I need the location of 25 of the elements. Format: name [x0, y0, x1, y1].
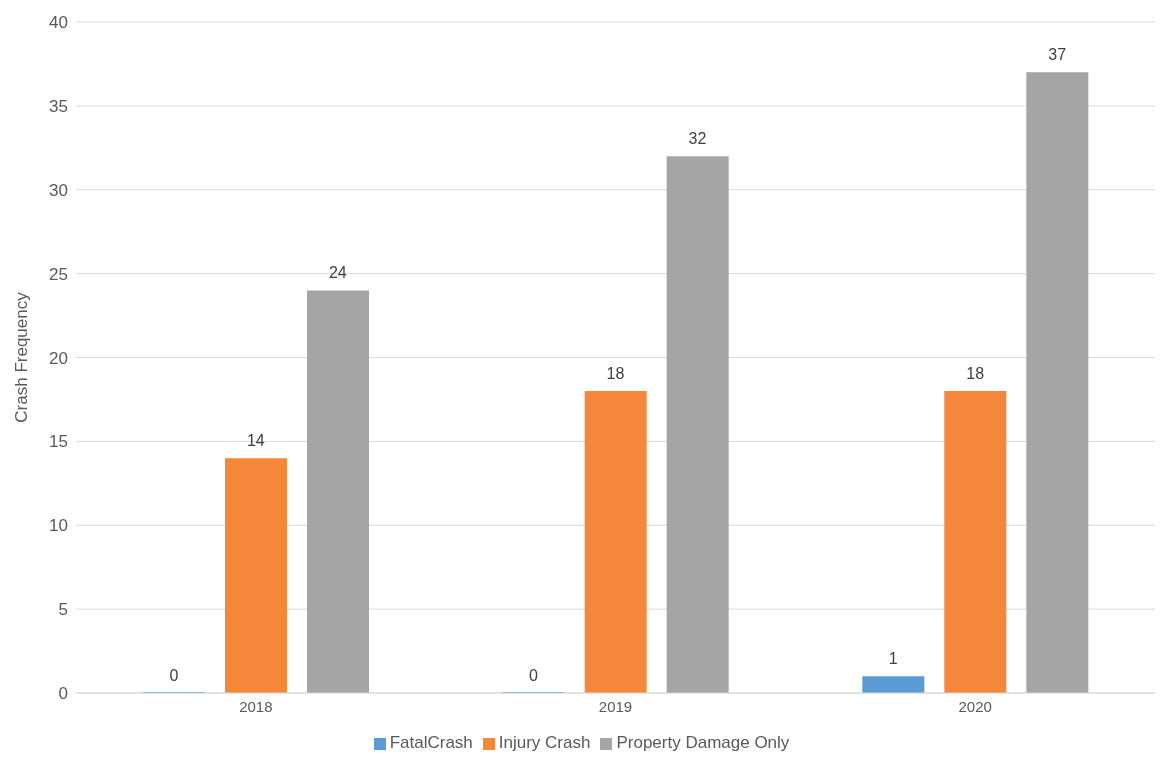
y-axis-title: Crash Frequency [12, 291, 32, 423]
data-label: 1 [888, 650, 898, 668]
data-label: 32 [688, 130, 707, 148]
x-tick-label: 2019 [598, 697, 633, 715]
y-tick-label: 30 [49, 180, 68, 200]
data-label: 18 [966, 365, 985, 383]
data-label: 37 [1048, 46, 1067, 64]
y-tick-label: 15 [49, 432, 68, 452]
legend-label: Injury Crash [498, 733, 591, 752]
y-tick-label: 35 [49, 96, 68, 116]
legend-label: Property Damage Only [616, 733, 790, 752]
data-label: 14 [246, 432, 265, 450]
x-tick-label: 2018 [239, 697, 273, 715]
y-tick-label: 40 [49, 13, 68, 33]
y-tick-label: 25 [49, 264, 68, 284]
data-label: 24 [328, 264, 347, 282]
y-tick-label: 0 [58, 684, 68, 704]
data-label: 0 [529, 667, 539, 684]
y-tick-label: 5 [58, 600, 68, 620]
y-tick-label: 20 [49, 348, 68, 368]
legend-label: FatalCrash [389, 733, 473, 752]
data-label: 0 [169, 667, 179, 684]
data-label: 18 [606, 365, 625, 383]
y-tick-label: 10 [49, 516, 68, 536]
x-tick-label: 2020 [958, 697, 992, 715]
